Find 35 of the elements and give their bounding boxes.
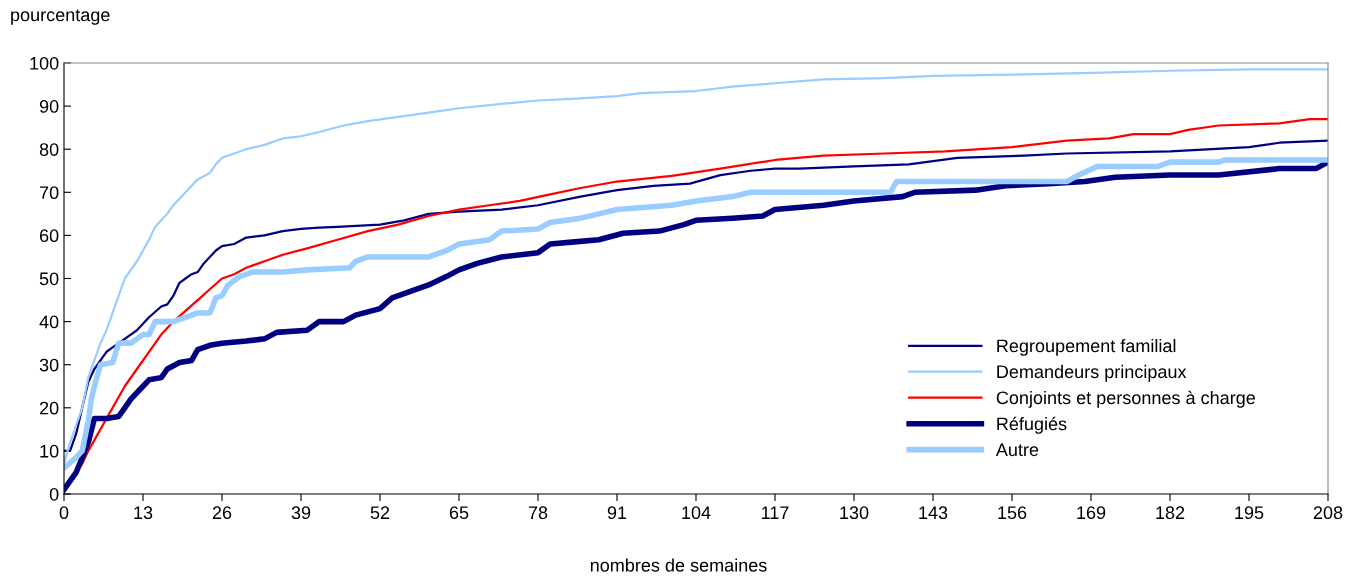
y-tick-label: 100	[30, 56, 59, 70]
x-tick-label: 143	[919, 506, 948, 520]
x-tick-label: 0	[59, 506, 69, 520]
x-tick-label: 169	[1077, 506, 1106, 520]
x-tick-label: 130	[840, 506, 869, 520]
x-tick-label: 182	[1156, 506, 1185, 520]
legend-label: Réfugiés	[997, 416, 1067, 434]
x-tick-label: 39	[291, 506, 311, 520]
x-tick-label: 104	[682, 506, 711, 520]
legend-label: Autre	[995, 443, 1039, 457]
x-tick-label: 195	[1235, 506, 1264, 520]
x-tick-label: 13	[134, 506, 153, 520]
y-tick-label: 30	[39, 358, 59, 372]
x-tick-label: 117	[761, 506, 789, 519]
legend-label: Conjoints et personnes à charge	[996, 390, 1255, 408]
x-tick-label: 26	[212, 506, 232, 520]
x-tick-label: 52	[370, 506, 390, 520]
y-tick-label: 10	[40, 444, 59, 458]
legend-label: Demandeurs principaux	[997, 364, 1187, 382]
y-tick-label: 20	[39, 401, 59, 415]
y-tick-label: 70	[39, 186, 59, 200]
y-tick-label: 50	[39, 272, 59, 286]
y-tick-label: 80	[39, 143, 59, 156]
x-tick-label: 78	[528, 506, 548, 520]
y-tick-label: 60	[39, 229, 59, 243]
x-tick-label: 65	[449, 506, 469, 520]
x-tick-label: 156	[998, 506, 1027, 520]
x-axis-title: nombres de semaines	[590, 558, 767, 572]
x-tick-label: 91	[607, 506, 627, 520]
y-tick-label: 90	[39, 100, 59, 113]
legend-label: Regroupement familial	[997, 339, 1176, 356]
y-axis-title: pourcentage	[11, 9, 110, 25]
y-tick-label: 40	[39, 315, 59, 329]
y-tick-label: 0	[49, 487, 59, 501]
x-tick-label: 208	[1313, 506, 1343, 520]
